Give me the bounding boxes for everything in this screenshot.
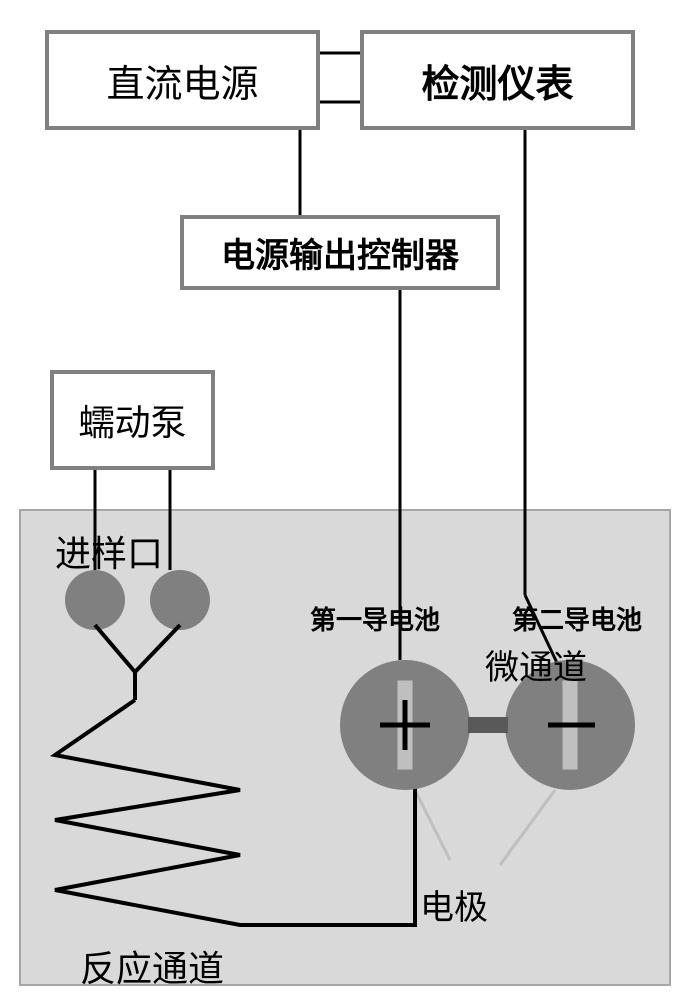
cell1-label: 第一导电池: [310, 600, 440, 637]
cell2-label: 第二导电池: [512, 600, 642, 637]
inlet-label: 进样口: [55, 525, 163, 577]
microchannel-label: 微通道: [485, 640, 587, 689]
detector-box: 检测仪表: [360, 30, 635, 130]
electrode-label: 电极: [420, 880, 488, 929]
pump-label: 蠕动泵: [78, 394, 186, 446]
dc-power-box: 直流电源: [45, 30, 320, 130]
reaction-channel-label: 反应通道: [80, 940, 224, 992]
detector-label: 检测仪表: [421, 53, 573, 108]
controller-label: 电源输出控制器: [221, 228, 459, 277]
dc-power-label: 直流电源: [106, 53, 258, 108]
pump-box: 蠕动泵: [50, 370, 215, 470]
controller-box: 电源输出控制器: [180, 215, 500, 290]
diagram-svg: [0, 0, 688, 1000]
